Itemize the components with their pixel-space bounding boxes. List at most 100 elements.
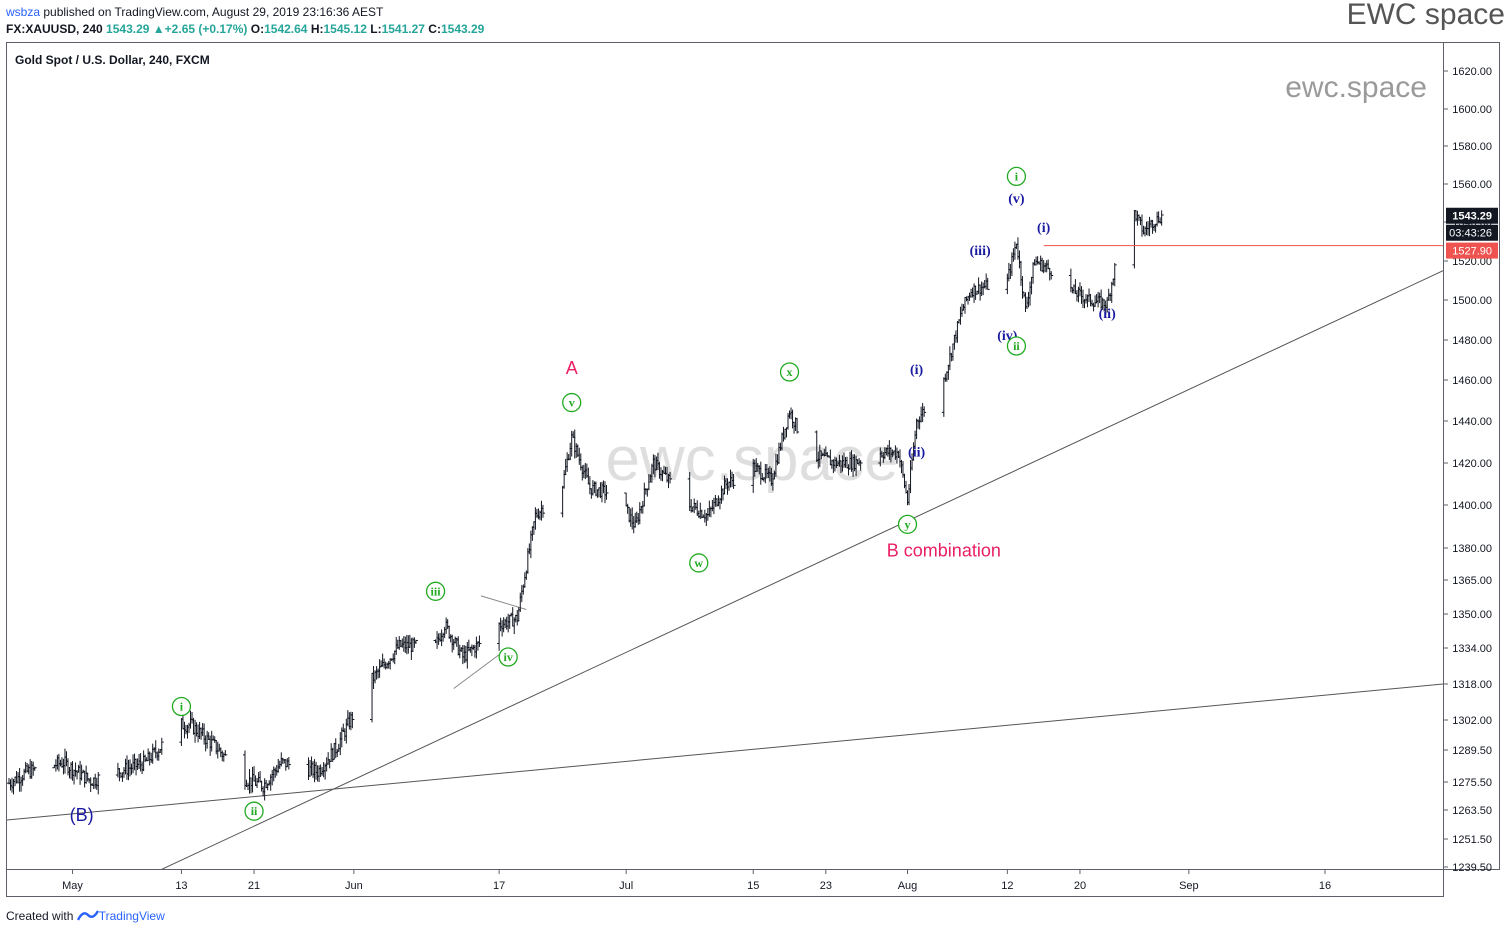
y-tick-label: 1302.00 — [1452, 715, 1492, 727]
symbol-label: FX:XAUUSD, 240 — [6, 22, 103, 36]
ohlc-bar — [477, 635, 482, 648]
ohlc-bar — [350, 712, 355, 729]
x-tick-label: Sep — [1179, 880, 1199, 892]
wave-label: i — [1015, 169, 1019, 183]
y-tick-label: 1400.00 — [1452, 500, 1492, 512]
wave-label: y — [905, 517, 911, 531]
wave-label: (B) — [70, 805, 94, 825]
y-tick-label: 1500.00 — [1452, 295, 1492, 307]
y-tick-label: 1334.00 — [1452, 643, 1492, 655]
y-tick-label: 1440.00 — [1452, 416, 1492, 428]
triangle-line — [480, 595, 527, 610]
ohlc-bar — [1112, 263, 1117, 287]
last-price-tag-label: 1543.29 — [1452, 211, 1492, 223]
ohlc-bar — [731, 474, 736, 489]
ohlc-bar — [413, 639, 418, 645]
tradingview-link[interactable]: TradingView — [98, 909, 165, 923]
chart-title: Gold Spot / U.S. Dollar, 240, FXCM — [15, 53, 210, 67]
plot-area[interactable] — [6, 42, 1444, 870]
wave-label-circle — [244, 801, 264, 821]
last-price-tag — [1446, 207, 1498, 224]
level-price-tag-label: 1527.90 — [1452, 246, 1492, 258]
chart-watermark-small: ewc.space — [1285, 71, 1427, 104]
wave-label-circle — [171, 696, 192, 717]
brand-watermark: EWC space — [1346, 0, 1505, 31]
wave-label: x — [787, 365, 793, 379]
ohlc-bar — [540, 504, 545, 518]
time-axis[interactable] — [6, 870, 1444, 897]
x-tick-label: Aug — [898, 880, 918, 892]
wave-label: i — [180, 700, 184, 714]
y-tick-label: 1460.00 — [1452, 375, 1492, 387]
ohlc-bar — [32, 766, 37, 771]
ohlc-bar — [96, 771, 101, 795]
publisher-name[interactable]: wsbza — [6, 5, 41, 19]
ohlc-bar — [941, 377, 946, 417]
high-label: H: — [310, 22, 324, 36]
y-tick-label: 1420.00 — [1452, 458, 1492, 470]
x-tick-label: 13 — [175, 880, 187, 892]
x-tick-label: 12 — [1001, 880, 1013, 892]
low-label: L: — [370, 22, 382, 36]
wave-label: v — [569, 396, 575, 410]
countdown-tag-label: 03:43:26 — [1449, 228, 1492, 240]
wave-label: (i) — [910, 363, 924, 378]
ohlc-line: FX:XAUUSD, 240 1543.29 ▲+2.65 (+0.17%) O… — [6, 22, 484, 36]
y-tick-label: 1560.00 — [1452, 179, 1492, 191]
wave-label-circle — [1006, 166, 1027, 187]
ohlc-bar — [159, 737, 164, 755]
x-tick-label: Jun — [345, 880, 363, 892]
wave-label-circle — [1006, 336, 1027, 356]
price-axis[interactable] — [1444, 42, 1500, 870]
x-tick-label: 20 — [1074, 880, 1086, 892]
x-tick-label: 17 — [493, 880, 505, 892]
wave-label-circle — [689, 553, 709, 573]
ohlc-bar — [795, 418, 800, 434]
wave-label: ii — [1013, 339, 1020, 353]
y-tick-label: 1580.00 — [1452, 141, 1492, 153]
y-tick-label: 1520.00 — [1452, 256, 1492, 268]
y-tick-label: 1365.00 — [1452, 575, 1492, 587]
level-price-tag — [1446, 242, 1498, 259]
ohlc-bar — [1159, 210, 1164, 226]
y-tick-label: 1480.00 — [1452, 335, 1492, 347]
x-tick-label: 16 — [1319, 880, 1331, 892]
last-price: 1543.29 — [106, 22, 150, 36]
publish-info: wsbza published on TradingView.com, Augu… — [6, 5, 383, 19]
close-value: 1543.29 — [440, 22, 485, 36]
footer: Created with TradingView — [6, 909, 165, 923]
wave-label-circle — [425, 581, 446, 601]
wave-label-circle — [498, 647, 518, 667]
created-with-label: Created with — [6, 909, 74, 923]
open-value: 1542.64 — [264, 22, 308, 36]
wave-label-circle — [897, 514, 918, 534]
countdown-tag — [1446, 224, 1498, 241]
ohlc-bar — [604, 484, 609, 500]
y-tick-label: 1263.50 — [1452, 805, 1492, 817]
ohlc-bar — [223, 750, 228, 756]
wave-label: (v) — [1008, 192, 1025, 207]
ohlc-bar — [1049, 271, 1054, 280]
ohlc-bar — [286, 756, 291, 770]
x-tick-label: 15 — [747, 880, 759, 892]
y-tick-label: 1318.00 — [1452, 679, 1492, 691]
ohlc-bar — [560, 485, 565, 518]
wave-label: iii — [431, 584, 442, 598]
trendline — [7, 683, 1443, 821]
tradingview-logo-icon — [76, 909, 99, 923]
y-tick-label: 1251.50 — [1452, 834, 1492, 846]
y-tick-label: 1380.00 — [1452, 543, 1492, 555]
y-tick-label: 1289.50 — [1452, 745, 1492, 757]
ohlc-bar — [985, 277, 990, 290]
high-value: 1545.12 — [323, 22, 367, 36]
x-tick-label: 23 — [820, 880, 832, 892]
wave-label-circle — [779, 362, 800, 382]
ohlc-bar — [858, 460, 863, 471]
trendline — [161, 270, 1443, 869]
y-tick-label: 1350.00 — [1452, 609, 1492, 621]
x-tick-label: Jul — [619, 880, 633, 892]
wave-label: B combination — [887, 541, 1001, 561]
x-tick-label: May — [62, 880, 83, 892]
